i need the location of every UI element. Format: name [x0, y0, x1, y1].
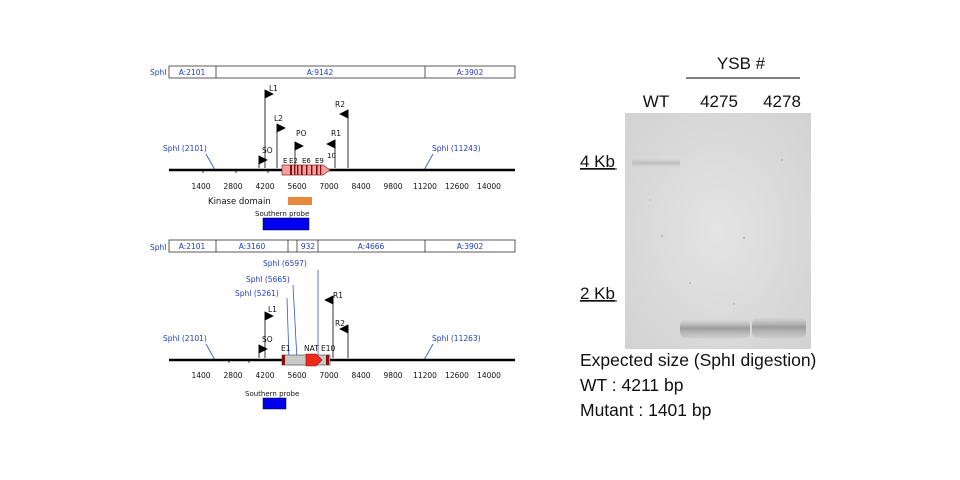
- wt-tick: 11200: [413, 182, 437, 191]
- mut-tick: 2800: [223, 371, 242, 380]
- mut-left-site: SphI (2101): [163, 334, 207, 343]
- wt-tick: 5600: [287, 182, 306, 191]
- mut-tick: 7000: [319, 371, 338, 380]
- wt-segment-2: A:9142: [307, 68, 334, 77]
- mut-label-e1: E1: [281, 344, 291, 353]
- wt-tick: 4200: [255, 182, 274, 191]
- wt-segment-1: A:2101: [179, 68, 206, 77]
- wt-primer-r2: R2: [335, 100, 345, 109]
- gel-marker-2kb: 2 Kb: [580, 284, 615, 303]
- summary-mutant: Mutant : 1401 bp: [580, 400, 712, 420]
- wt-exon-10: 10: [327, 152, 336, 160]
- wt-exon-e2: E2: [289, 157, 298, 165]
- wt-probe-bar: [262, 217, 310, 231]
- wt-tick: 14000: [477, 182, 501, 191]
- wt-tick: 12600: [445, 182, 469, 191]
- mut-segment-2: A:3160: [239, 242, 266, 251]
- summary-title: Expected size (SphI digestion): [580, 350, 817, 370]
- mut-right-site: SphI (11263): [432, 334, 481, 343]
- mut-tick: 8400: [351, 371, 370, 380]
- wt-tick: 9800: [383, 182, 402, 191]
- wt-sphi-label: SphI: [150, 68, 167, 77]
- gel-image: [625, 113, 811, 349]
- wt-left-site: SphI (2101): [163, 144, 207, 153]
- mut-tick: 9800: [383, 371, 402, 380]
- mut-tick: 4200: [255, 371, 274, 380]
- wt-tick: 7000: [319, 182, 338, 191]
- mut-primer-r2: R2: [335, 319, 345, 328]
- mutant-map: SphI A:2101 A:3160 932 A:4666 A:3902 Sph…: [150, 239, 516, 410]
- wt-right-site: SphI (11243): [432, 144, 481, 153]
- gel-lane-wt: WT: [643, 92, 669, 111]
- gel-band-wt-4kb: [632, 158, 680, 168]
- mut-segment-6: A:3902: [457, 242, 484, 251]
- wt-map: SphI A:2101 A:9142 A:3902 SphI (2101) Sp…: [150, 65, 516, 231]
- mut-site-6597: SphI (6597): [263, 259, 307, 268]
- wt-primer-po: PO: [296, 129, 307, 138]
- mut-tick: 11200: [413, 371, 437, 380]
- mut-tick: 14000: [477, 371, 501, 380]
- wt-primer-l2: L2: [274, 114, 283, 123]
- wt-tick: 8400: [351, 182, 370, 191]
- mut-probe-bar: [262, 397, 287, 410]
- wt-tick: 1400: [191, 182, 210, 191]
- wt-kinase-bar: [288, 197, 312, 205]
- gel-lane-4275: 4275: [700, 92, 738, 111]
- summary-wt: WT : 4211 bp: [580, 375, 684, 395]
- gel-marker-4kb: 4 Kb: [580, 152, 615, 171]
- expected-size-summary: Expected size (SphI digestion) WT : 4211…: [580, 348, 816, 423]
- mut-primer-l1: L1: [268, 305, 277, 314]
- wt-exon-e9: E9: [315, 157, 324, 165]
- wt-exon-e: E: [283, 157, 287, 165]
- mut-probe-label: Southern probe: [245, 390, 299, 398]
- mut-segment-5: A:4666: [358, 242, 385, 251]
- mut-tick: 5600: [287, 371, 306, 380]
- wt-primer-l1: L1: [269, 84, 278, 93]
- wt-exon-e6: E6: [302, 157, 311, 165]
- wt-probe-label: Southern probe: [255, 210, 309, 218]
- gel-panel: YSB # WT 4275 4278 4 Kb 2 Kb: [580, 54, 811, 349]
- mut-segment-4: 932: [301, 242, 316, 251]
- mut-site-5261: SphI (5261): [235, 289, 279, 298]
- mut-primer-so: SO: [262, 335, 273, 344]
- mut-segment-bar: [168, 239, 516, 253]
- gel-band-4275: [680, 320, 750, 338]
- mut-segment-1: A:2101: [179, 242, 206, 251]
- mut-label-nat: NAT: [304, 344, 319, 353]
- mut-tick: 1400: [191, 371, 210, 380]
- mut-label-e10: E10: [321, 344, 336, 353]
- wt-tick: 2800: [223, 182, 242, 191]
- mut-site-5665: SphI (5665): [246, 275, 290, 284]
- mut-tick: 12600: [445, 371, 469, 380]
- wt-segment-bar: [168, 65, 516, 79]
- mut-sphi-label: SphI: [150, 243, 167, 252]
- wt-primer-r1: R1: [331, 129, 341, 138]
- wt-segment-3: A:3902: [457, 68, 484, 77]
- mut-primer-r1: R1: [333, 291, 343, 300]
- gel-lane-4278: 4278: [763, 92, 801, 111]
- gel-group-label: YSB #: [717, 54, 766, 73]
- mut-nat-arrow: [305, 353, 323, 367]
- wt-primer-so: SO: [262, 146, 273, 155]
- wt-kinase-label: Kinase domain: [208, 197, 271, 207]
- gel-band-4278: [752, 318, 806, 338]
